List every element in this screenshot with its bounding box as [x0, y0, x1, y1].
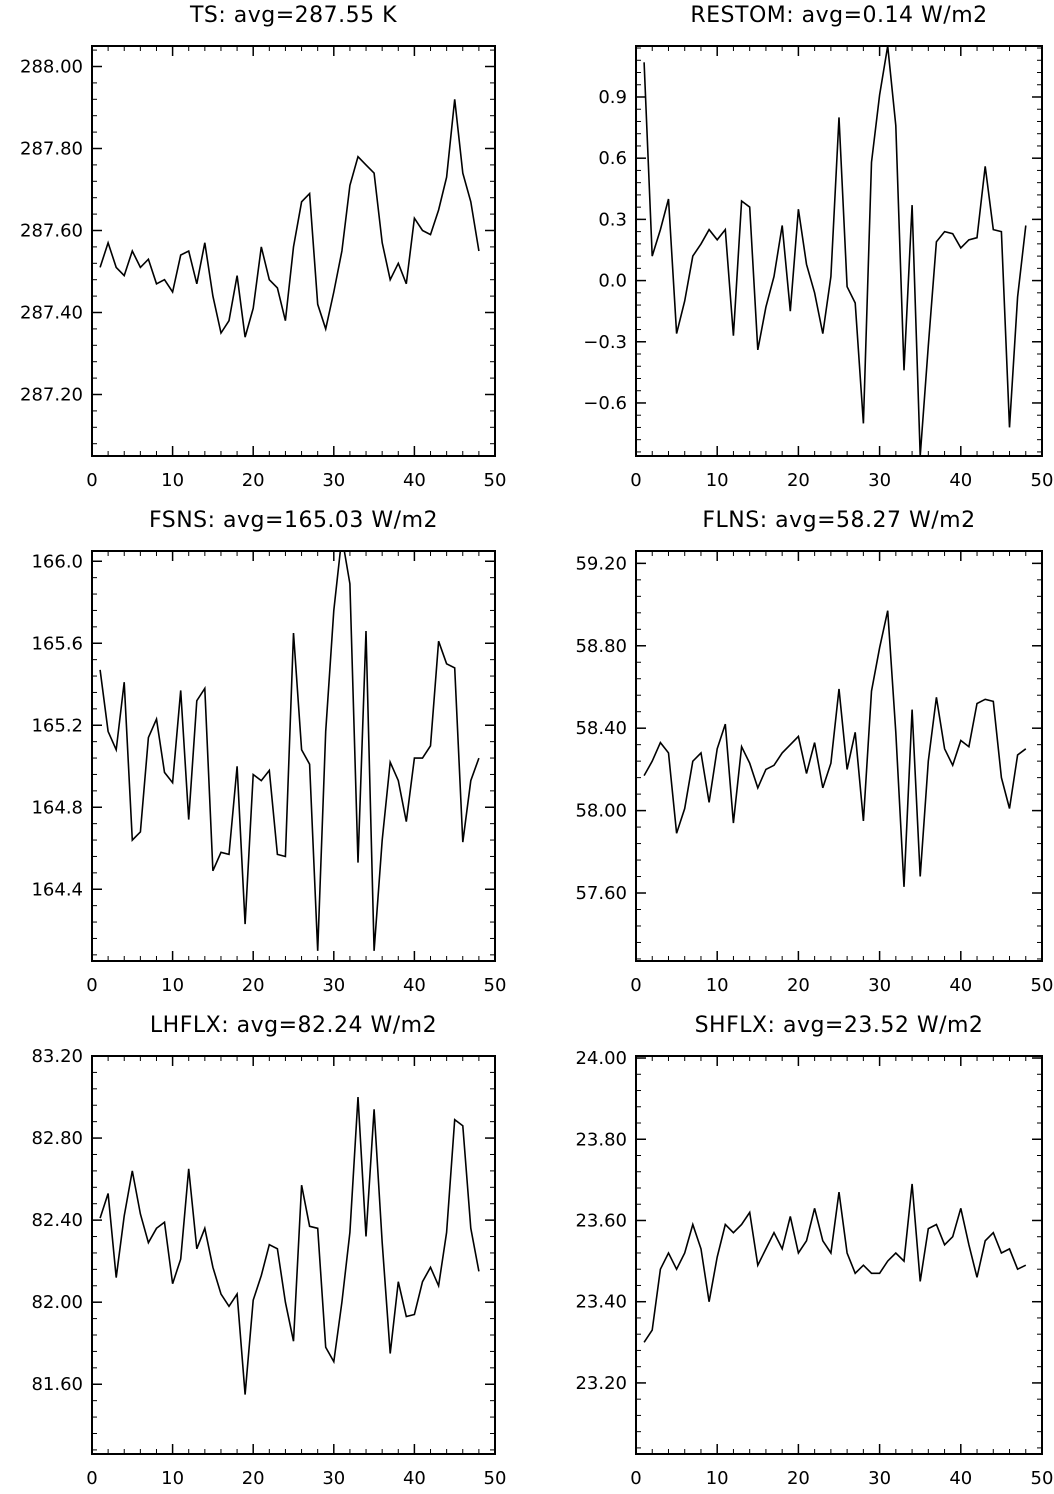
x-tick-label: 50 — [1031, 975, 1054, 996]
series-line — [99, 1096, 480, 1395]
y-tick-label: 57.60 — [575, 883, 627, 904]
y-tick-label: 58.00 — [575, 801, 627, 822]
chart-title: SHFLX: avg=23.52 W/m2 — [695, 1013, 984, 1038]
x-tick-label: 40 — [949, 470, 972, 491]
x-tick-label: 10 — [706, 975, 729, 996]
x-tick-label: 50 — [484, 1468, 507, 1489]
y-tick-label: −0.3 — [583, 332, 627, 353]
y-tick-label: 287.20 — [20, 385, 83, 406]
x-tick-label: 20 — [787, 470, 810, 491]
x-tick-label: 50 — [484, 470, 507, 491]
panel-4: FLNS: avg=58.27 W/m2 0 10 20 30 40 50 57.60 58.0… — [575, 508, 1053, 996]
series-line — [99, 551, 480, 951]
y-tick-label: 164.8 — [31, 797, 83, 818]
series-line — [99, 99, 480, 338]
panel-3: FSNS: avg=165.03 W/m2 0 10 20 30 40 50 164.4 164… — [31, 508, 506, 996]
plot-frame — [91, 1055, 496, 1455]
y-tick-label: 83.20 — [31, 1046, 83, 1067]
x-tick-label: 10 — [161, 1468, 184, 1489]
panel-5: LHFLX: avg=82.24 W/m2 0 10 20 30 40 50 81.60 82.… — [31, 1013, 506, 1489]
x-tick-label: 40 — [403, 975, 426, 996]
chart-title: FSNS: avg=165.03 W/m2 — [149, 508, 438, 533]
y-tick-label: −0.6 — [583, 393, 627, 414]
y-tick-label: 23.40 — [575, 1292, 627, 1313]
x-tick-label: 20 — [242, 975, 265, 996]
x-tick-label: 10 — [706, 470, 729, 491]
x-tick-label: 30 — [868, 470, 891, 491]
y-tick-label: 165.6 — [31, 633, 83, 654]
y-tick-label: 0.6 — [598, 148, 627, 169]
y-tick-label: 58.80 — [575, 636, 627, 657]
x-tick-label: 20 — [787, 1468, 810, 1489]
x-tick-label: 10 — [706, 1468, 729, 1489]
y-tick-label: 166.0 — [31, 551, 83, 572]
series-line — [643, 1183, 1027, 1343]
y-tick-label: 58.40 — [575, 718, 627, 739]
x-tick-label: 40 — [949, 975, 972, 996]
x-tick-label: 30 — [868, 975, 891, 996]
x-tick-label: 20 — [787, 975, 810, 996]
x-tick-label: 20 — [242, 1468, 265, 1489]
chart-title: LHFLX: avg=82.24 W/m2 — [150, 1013, 437, 1038]
x-tick-label: 40 — [949, 1468, 972, 1489]
y-tick-label: 165.2 — [31, 715, 83, 736]
y-tick-label: 0.0 — [598, 271, 627, 292]
x-tick-label: 30 — [322, 975, 345, 996]
plot-frame — [635, 1055, 1043, 1455]
x-tick-label: 0 — [630, 1468, 641, 1489]
x-tick-label: 0 — [86, 975, 97, 996]
y-tick-label: 287.40 — [20, 303, 83, 324]
chart-title: RESTOM: avg=0.14 W/m2 — [690, 3, 987, 28]
y-tick-label: 287.80 — [20, 139, 83, 160]
x-tick-label: 50 — [1031, 1468, 1054, 1489]
plot-frame — [635, 45, 1043, 457]
chart-title: TS: avg=287.55 K — [189, 3, 397, 28]
x-tick-label: 0 — [86, 470, 97, 491]
y-tick-label: 164.4 — [31, 879, 83, 900]
y-tick-label: 0.9 — [598, 87, 627, 108]
x-tick-label: 10 — [161, 470, 184, 491]
y-tick-label: 23.60 — [575, 1210, 627, 1231]
y-tick-label: 81.60 — [31, 1374, 83, 1395]
y-tick-label: 0.3 — [598, 209, 627, 230]
x-tick-label: 50 — [484, 975, 507, 996]
y-tick-label: 82.80 — [31, 1128, 83, 1149]
x-tick-label: 20 — [242, 470, 265, 491]
series-line — [643, 610, 1027, 887]
chart-title: FLNS: avg=58.27 W/m2 — [702, 508, 975, 533]
y-tick-label: 288.00 — [20, 57, 83, 78]
x-tick-label: 40 — [403, 470, 426, 491]
x-tick-label: 50 — [1031, 470, 1054, 491]
x-tick-label: 30 — [322, 470, 345, 491]
x-tick-label: 0 — [86, 1468, 97, 1489]
y-tick-label: 59.20 — [575, 553, 627, 574]
x-tick-label: 30 — [322, 1468, 345, 1489]
panel-2: RESTOM: avg=0.14 W/m2 0 10 20 30 40 50 −0.6 −0.3… — [583, 3, 1053, 491]
plot-frame — [635, 550, 1043, 962]
panel-6: SHFLX: avg=23.52 W/m2 0 10 20 30 40 50 23.20 23.… — [575, 1013, 1053, 1489]
panel-1: TS: avg=287.55 K 0 10 20 30 40 50 287.20 287.40 2… — [20, 3, 506, 491]
plot-frame — [91, 550, 496, 962]
x-tick-label: 40 — [403, 1468, 426, 1489]
series-line — [643, 46, 1027, 456]
y-tick-label: 24.00 — [575, 1048, 627, 1069]
y-tick-label: 23.80 — [575, 1129, 627, 1150]
x-tick-label: 0 — [630, 470, 641, 491]
plot-frame — [91, 45, 496, 457]
x-tick-label: 30 — [868, 1468, 891, 1489]
y-tick-label: 82.40 — [31, 1210, 83, 1231]
x-tick-label: 10 — [161, 975, 184, 996]
y-tick-label: 82.00 — [31, 1292, 83, 1313]
x-tick-label: 0 — [630, 975, 641, 996]
y-tick-label: 23.20 — [575, 1373, 627, 1394]
y-tick-label: 287.60 — [20, 221, 83, 242]
